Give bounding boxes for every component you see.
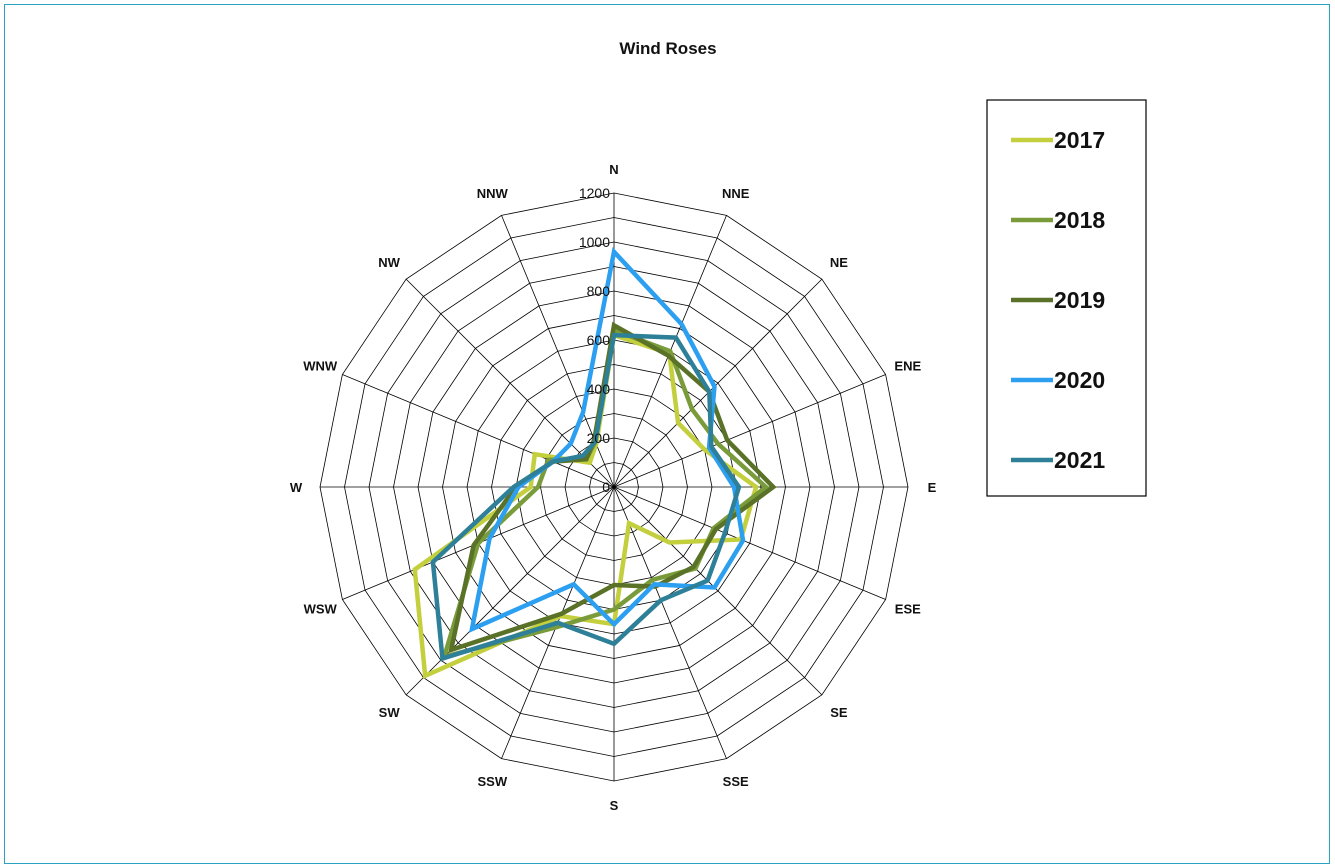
legend-label-2019: 2019 [1054, 287, 1105, 313]
grid-spoke [613, 486, 727, 759]
direction-label: WNW [303, 358, 338, 373]
tick-label: 400 [587, 381, 611, 397]
grid-spoke [613, 486, 823, 696]
direction-label: SW [379, 705, 401, 720]
direction-labels: N NNE NE ENE E ESE SE SSE S SSW SW WSW W WNW NW NNW [290, 162, 937, 813]
radar-grid [319, 192, 909, 782]
direction-label: SE [830, 705, 848, 720]
direction-label: NW [378, 255, 400, 270]
legend: 2017 2018 2019 2020 2021 [986, 99, 1147, 497]
tick-label: 600 [587, 332, 611, 348]
direction-label: N [609, 162, 618, 177]
radial-tick-labels: 0 200 400 600 800 1000 1200 [579, 185, 610, 495]
legend-label-2020: 2020 [1054, 367, 1105, 393]
grid-spoke [613, 278, 823, 488]
direction-label: S [610, 798, 619, 813]
grid-spoke [613, 486, 886, 600]
grid-spoke [405, 278, 615, 488]
tick-label: 1200 [579, 185, 610, 201]
tick-label: 0 [602, 479, 610, 495]
tick-label: 800 [587, 283, 611, 299]
direction-label: E [928, 480, 937, 495]
series-2021-line [430, 332, 742, 662]
direction-label: NE [830, 255, 848, 270]
grid-spoke [613, 374, 886, 488]
direction-label: NNE [722, 186, 750, 201]
direction-label: ESE [895, 602, 921, 617]
direction-label: SSE [723, 774, 749, 789]
legend-label-2017: 2017 [1054, 127, 1105, 153]
legend-label-2021: 2021 [1054, 447, 1105, 473]
tick-label: 1000 [579, 234, 610, 250]
direction-label: NNW [477, 186, 509, 201]
legend-label-2018: 2018 [1054, 207, 1105, 233]
chart-title: Wind Roses [619, 39, 716, 58]
direction-label: ENE [894, 358, 921, 373]
direction-label: W [290, 480, 303, 495]
direction-label: SSW [477, 774, 507, 789]
direction-label: WSW [304, 602, 338, 617]
tick-label: 200 [587, 430, 611, 446]
series-lines [412, 247, 777, 680]
grid-spoke [342, 374, 615, 488]
